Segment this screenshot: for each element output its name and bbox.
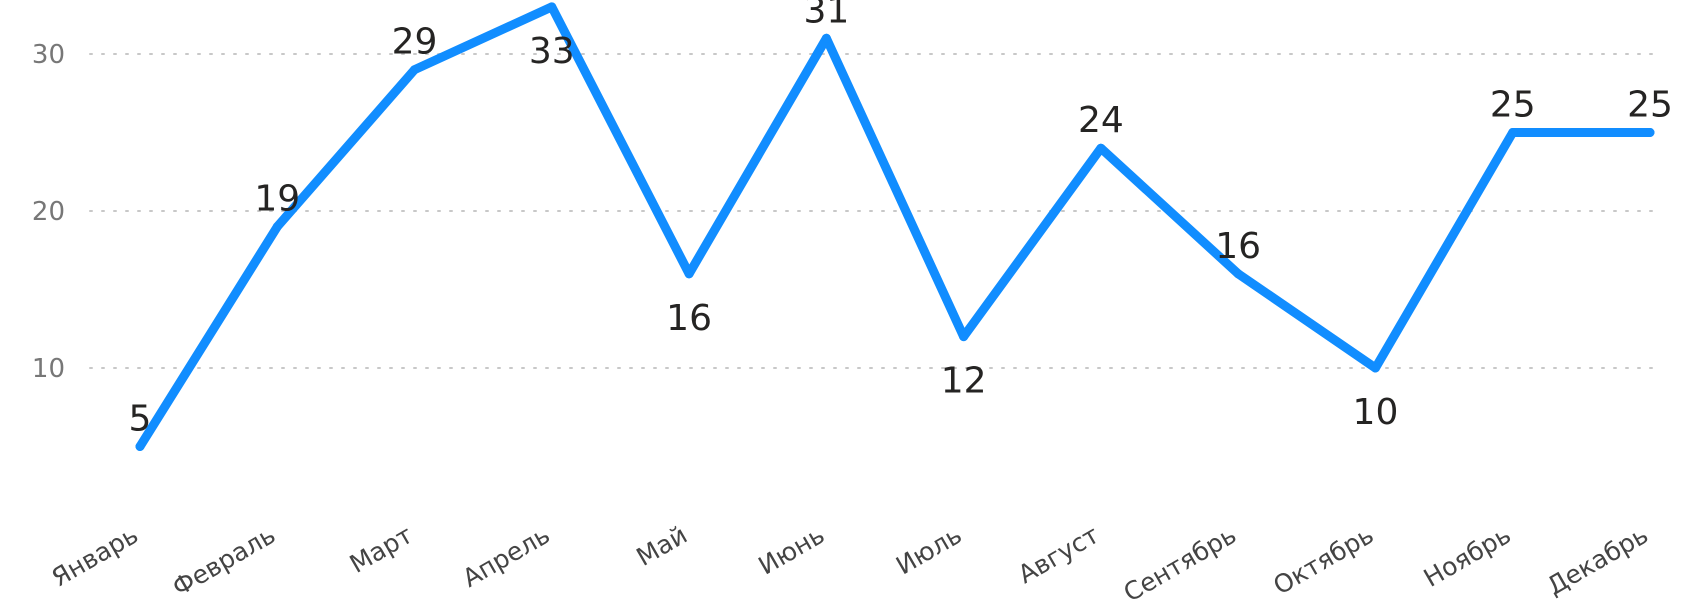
x-tick-label: Ноябрь [1419, 520, 1516, 593]
data-point [1233, 269, 1243, 279]
data-point [135, 442, 145, 451]
x-tick-label: Октябрь [1268, 520, 1378, 600]
data-point [684, 269, 694, 279]
y-axis: 10 20 30 [32, 40, 65, 384]
x-axis: Январь Февраль Март Апрель Май Июнь Июль Август… [47, 520, 1653, 602]
x-tick-label: Март [345, 520, 418, 579]
y-tick-label: 20 [32, 197, 65, 227]
x-tick-label: Январь [47, 520, 143, 592]
data-label: 31 [803, 0, 849, 31]
data-point [1508, 128, 1518, 137]
x-tick-label: Сентябрь [1119, 520, 1242, 602]
data-label: 12 [941, 361, 987, 402]
data-label: 16 [1215, 226, 1261, 267]
data-label: 29 [392, 22, 438, 63]
data-label: 10 [1353, 392, 1399, 433]
y-tick-label: 30 [32, 40, 65, 70]
x-tick-label: Декабрь [1542, 520, 1653, 601]
data-label: 19 [254, 179, 300, 220]
data-label: 25 [1627, 85, 1673, 126]
y-tick-label: 10 [32, 354, 65, 384]
series-line [135, 2, 1655, 451]
data-label: 5 [129, 399, 152, 440]
x-tick-label: Июнь [754, 520, 830, 581]
data-point [959, 332, 969, 342]
data-label: 16 [666, 298, 712, 339]
series-layer [135, 2, 1655, 451]
x-tick-label: Апрель [458, 520, 555, 593]
x-tick-label: Июль [891, 520, 967, 580]
data-point [1645, 128, 1655, 137]
data-label: 33 [529, 31, 575, 72]
data-label: 24 [1078, 100, 1124, 141]
data-point [272, 222, 282, 232]
x-tick-label: Февраль [167, 520, 280, 602]
x-tick-label: Август [1013, 520, 1104, 589]
data-point [821, 33, 831, 43]
gridlines [89, 53, 1661, 369]
data-point [1096, 143, 1106, 153]
data-labels: 5 19 29 33 16 31 12 24 16 10 25 25 [129, 0, 1673, 440]
data-label: 25 [1490, 85, 1536, 126]
data-point [410, 65, 420, 75]
data-point [1370, 363, 1380, 373]
data-point [547, 2, 557, 12]
x-tick-label: Май [632, 520, 693, 572]
